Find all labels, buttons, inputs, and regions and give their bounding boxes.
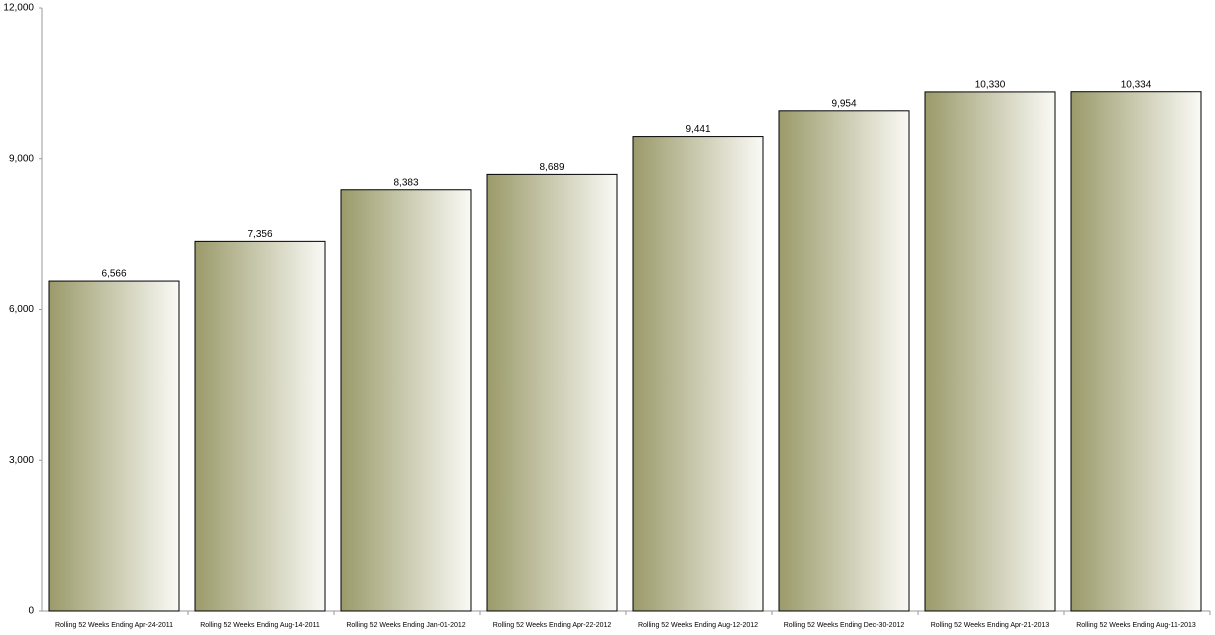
x-tick-label: Rolling 52 Weeks Ending Dec-30-2012: [784, 622, 905, 629]
x-tick-label: Rolling 52 Weeks Ending Aug-11-2013: [1076, 622, 1196, 629]
x-tick-label: Rolling 52 Weeks Ending Apr-21-2013: [931, 622, 1050, 629]
bar: [194, 240, 326, 612]
x-tick-label: Rolling 52 Weeks Ending Aug-14-2011: [200, 622, 320, 629]
x-tick-label: Rolling 52 Weeks Ending Aug-12-2012: [638, 622, 758, 629]
value-label: 8,689: [539, 162, 564, 173]
y-tick-label: 9,000: [9, 153, 34, 164]
bar: [48, 280, 180, 612]
value-label: 7,356: [247, 229, 272, 240]
y-tick-label: 3,000: [9, 455, 34, 466]
value-label: 10,330: [975, 80, 1006, 91]
bar: [632, 136, 764, 612]
y-tick-label: 6,000: [9, 304, 34, 315]
value-label: 10,334: [1121, 79, 1152, 90]
y-tick-label: 0: [28, 606, 34, 617]
bar: [486, 173, 618, 612]
bar: [340, 189, 472, 612]
y-tick-label: 12,000: [3, 3, 34, 14]
value-label: 8,383: [393, 177, 418, 188]
value-label: 6,566: [101, 269, 126, 280]
value-label: 9,954: [831, 98, 856, 109]
bar: [1070, 91, 1202, 612]
bar: [778, 110, 910, 612]
x-tick-label: Rolling 52 Weeks Ending Apr-24-2011: [55, 622, 173, 629]
x-tick-label: Rolling 52 Weeks Ending Jan-01-2012: [346, 622, 465, 629]
x-tick-label: Rolling 52 Weeks Ending Apr-22-2012: [493, 622, 612, 629]
value-label: 9,441: [685, 124, 710, 135]
bar: [924, 91, 1056, 612]
